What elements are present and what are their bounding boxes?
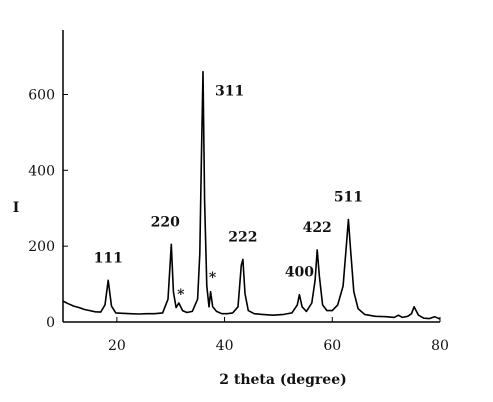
x-tick-label: 60 [323,338,341,354]
peak-label: 511 [334,190,363,206]
y-ticks: 0 200 400 600 [28,87,68,331]
peak-label: 222 [228,229,257,245]
impurity-marker: * [177,287,185,303]
peak-label: 311 [215,84,244,100]
impurity-marker: * [209,270,217,286]
x-tick-label: 40 [216,338,234,354]
peak-label: 422 [303,220,332,236]
peak-label: 111 [94,250,123,266]
x-ticks: 20 40 60 80 [108,317,449,354]
markers: ** [177,270,217,303]
y-tick-label: 600 [28,87,55,103]
y-tick-label: 200 [28,239,55,255]
x-axis-title: 2 theta (degree) [219,372,347,388]
peak-label: 220 [151,214,180,230]
y-tick-label: 400 [28,163,55,179]
peak-label: 400 [285,265,314,281]
x-tick-label: 80 [431,338,449,354]
x-tick-label: 20 [108,338,126,354]
data-series-line [62,70,441,320]
y-tick-label: 0 [46,315,55,331]
y-axis-title: I [13,200,20,216]
